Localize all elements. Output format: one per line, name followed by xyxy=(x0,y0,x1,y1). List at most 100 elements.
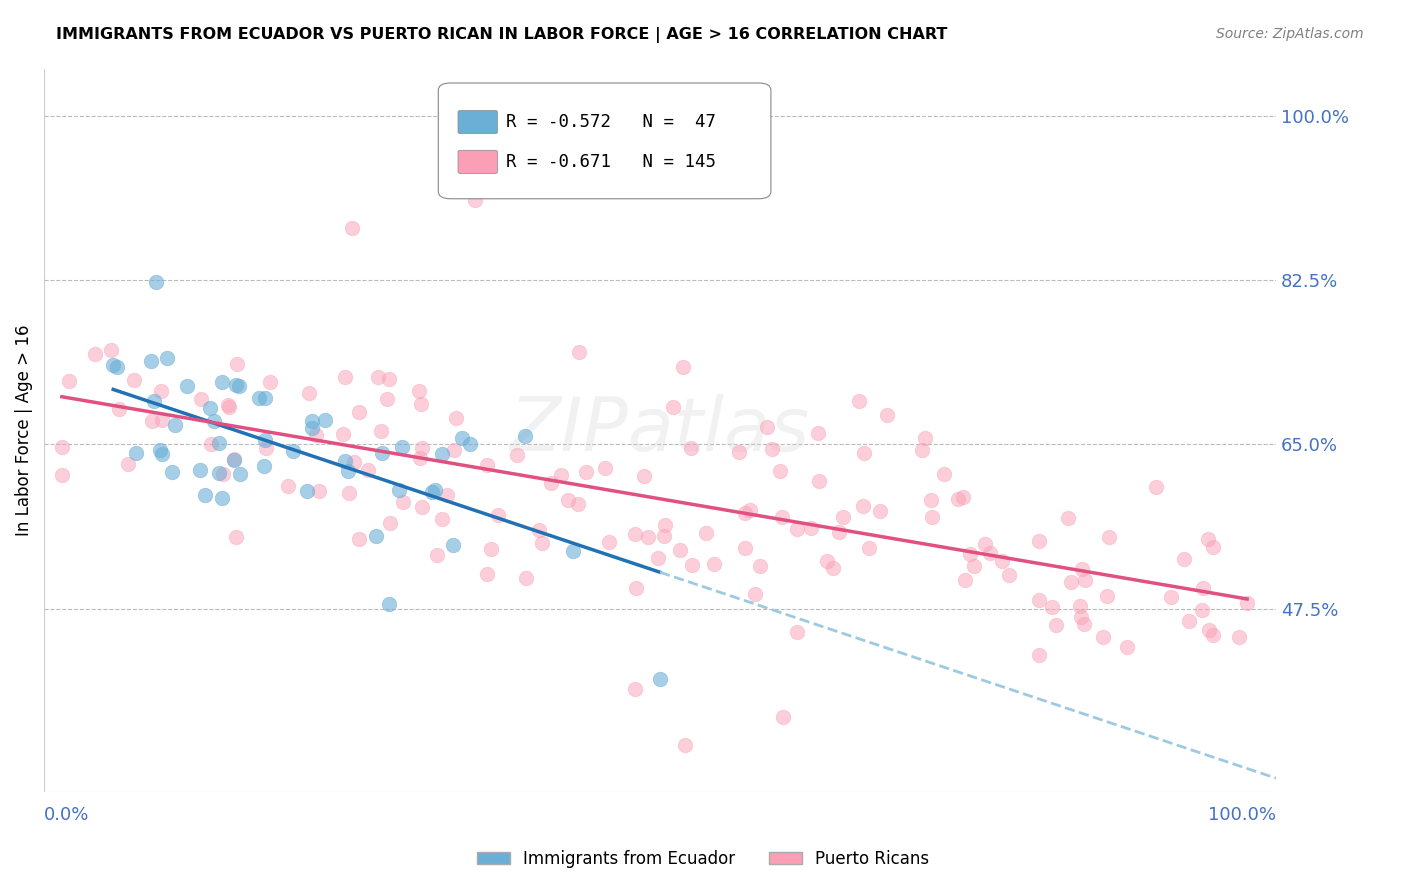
Point xyxy=(979,546,1001,560)
FancyBboxPatch shape xyxy=(458,111,498,134)
Point xyxy=(612,136,634,151)
Point xyxy=(391,441,413,455)
Point xyxy=(357,463,380,477)
Point xyxy=(378,597,401,611)
Point xyxy=(568,344,591,359)
Point xyxy=(513,429,536,443)
Point xyxy=(117,458,139,472)
Point xyxy=(1028,534,1050,549)
Point xyxy=(1197,532,1219,546)
Point xyxy=(974,537,997,551)
Text: R = -0.671   N = 145: R = -0.671 N = 145 xyxy=(506,153,716,171)
Point xyxy=(441,539,464,553)
Point xyxy=(876,408,898,422)
Point xyxy=(1091,630,1114,644)
Point xyxy=(673,738,696,752)
Point xyxy=(848,394,870,409)
Point xyxy=(738,503,761,517)
Point xyxy=(748,558,770,573)
Point xyxy=(211,375,233,389)
Point xyxy=(370,424,392,438)
Point xyxy=(633,469,655,483)
Point xyxy=(800,521,823,535)
Point xyxy=(228,467,250,482)
Point xyxy=(786,625,808,640)
Point xyxy=(332,427,354,442)
Point xyxy=(946,491,969,506)
Point xyxy=(963,558,986,573)
Point xyxy=(152,447,174,461)
Point xyxy=(156,351,179,365)
Point xyxy=(141,413,163,427)
Point xyxy=(375,392,398,407)
Point xyxy=(652,529,675,543)
Point xyxy=(1073,617,1095,632)
Point xyxy=(786,523,808,537)
Text: IMMIGRANTS FROM ECUADOR VS PUERTO RICAN IN LABOR FORCE | AGE > 16 CORRELATION CH: IMMIGRANTS FROM ECUADOR VS PUERTO RICAN … xyxy=(56,27,948,43)
Point xyxy=(734,506,756,520)
Point xyxy=(430,512,453,526)
Point xyxy=(1040,599,1063,614)
Point xyxy=(1202,628,1225,642)
Point xyxy=(475,458,498,473)
Point xyxy=(139,354,162,368)
Point xyxy=(211,491,233,505)
Point xyxy=(336,464,359,478)
Point xyxy=(593,461,616,475)
Point xyxy=(107,401,129,416)
Point xyxy=(218,400,240,414)
Point xyxy=(380,516,402,531)
Point xyxy=(176,379,198,393)
Point xyxy=(756,419,779,434)
Point xyxy=(734,541,756,555)
Point xyxy=(458,436,481,450)
Point xyxy=(1073,573,1095,587)
Point xyxy=(681,558,703,572)
Point xyxy=(295,484,318,499)
Point xyxy=(648,673,671,687)
Point xyxy=(681,442,703,456)
Point xyxy=(409,397,432,411)
Point xyxy=(340,221,363,235)
Point xyxy=(761,442,783,456)
Point xyxy=(249,391,271,405)
Point xyxy=(335,454,357,468)
Point xyxy=(337,486,360,500)
Text: ZIPatlas: ZIPatlas xyxy=(510,394,810,467)
Point xyxy=(921,510,943,524)
Point xyxy=(1056,511,1078,525)
Point xyxy=(450,432,472,446)
Point xyxy=(807,474,830,488)
Text: R = -0.572   N =  47: R = -0.572 N = 47 xyxy=(506,113,716,131)
Point xyxy=(624,581,647,595)
Point xyxy=(208,436,231,450)
Point xyxy=(283,443,305,458)
Point xyxy=(669,543,692,558)
Point xyxy=(208,466,231,480)
Point xyxy=(823,561,845,575)
Point xyxy=(932,467,955,481)
Point xyxy=(411,500,433,514)
Point xyxy=(952,490,974,504)
Point xyxy=(1191,603,1213,617)
Text: 0.0%: 0.0% xyxy=(44,806,90,824)
Point xyxy=(83,347,105,361)
Point xyxy=(990,554,1012,568)
Point xyxy=(122,373,145,387)
Point xyxy=(200,436,222,450)
Point xyxy=(443,443,465,458)
Point xyxy=(858,541,880,555)
Point xyxy=(561,544,583,558)
Point xyxy=(540,476,562,491)
Point xyxy=(1192,582,1215,596)
Point xyxy=(557,493,579,508)
Point xyxy=(852,446,875,460)
Point xyxy=(1028,648,1050,662)
Point xyxy=(769,464,792,478)
Point xyxy=(436,488,458,502)
Point xyxy=(202,414,225,428)
Point xyxy=(392,495,415,509)
Point xyxy=(1160,591,1182,605)
Point xyxy=(190,463,212,477)
Y-axis label: In Labor Force | Age > 16: In Labor Force | Age > 16 xyxy=(15,325,32,536)
